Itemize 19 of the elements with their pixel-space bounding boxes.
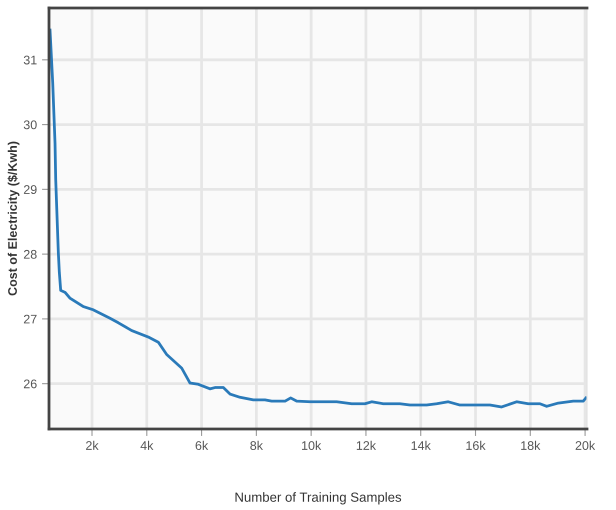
x-tick-label: 8k xyxy=(250,440,263,450)
y-tick-label: 31 xyxy=(24,56,37,64)
y-axis-title: Cost of Electricity ($/Kwh) xyxy=(8,142,20,296)
y-tick-label: 28 xyxy=(24,250,37,259)
y-tick-label: 30 xyxy=(24,120,37,130)
line-series xyxy=(49,28,587,408)
x-axis-title: Number of Training Samples xyxy=(235,492,402,504)
x-tick-label: 4k xyxy=(140,440,154,450)
x-tick-label: 12k xyxy=(356,440,376,450)
x-tick-label: 18k xyxy=(521,440,540,450)
y-tick-label: 26 xyxy=(24,379,37,388)
x-tick-label: 16k xyxy=(466,440,486,450)
y-tick-label: 29 xyxy=(24,185,37,194)
x-tick-label: 14k xyxy=(412,440,431,450)
x-tick-label: 10k xyxy=(302,440,322,450)
x-tick-label: 20k xyxy=(576,440,596,450)
x-tick-label: 6k xyxy=(196,440,208,450)
y-tick-label: 27 xyxy=(24,314,37,324)
x-tick-label: 2k xyxy=(86,440,99,450)
